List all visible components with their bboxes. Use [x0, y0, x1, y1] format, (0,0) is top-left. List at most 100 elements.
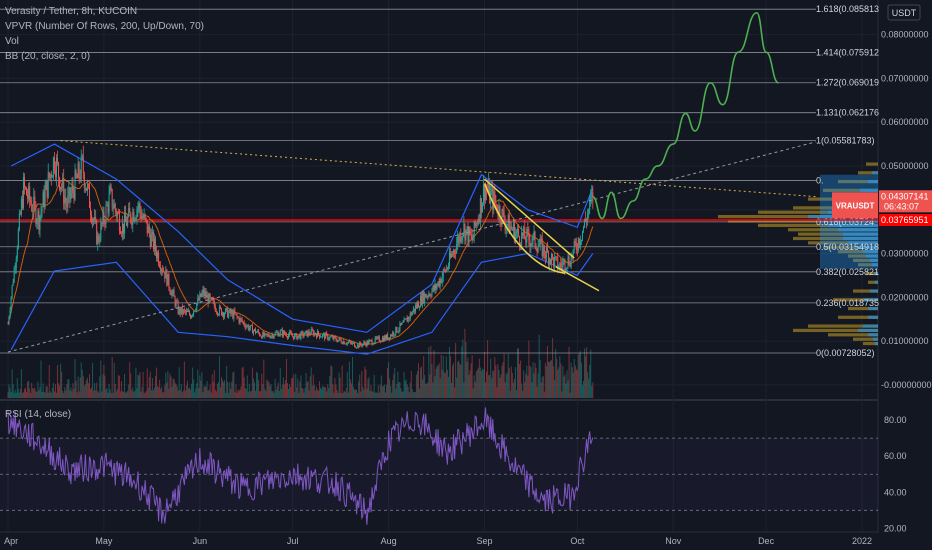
price-projection[interactable] [592, 11, 779, 220]
candle-body [182, 309, 184, 314]
candle-body [151, 231, 153, 235]
candle-body [496, 203, 498, 213]
candle-body [591, 192, 593, 197]
bollinger-upper [10, 143, 594, 333]
candle-body [376, 337, 378, 339]
candle-body [14, 268, 16, 269]
volume-bar [561, 391, 563, 398]
candle-body [216, 312, 218, 315]
volume-bar [356, 389, 358, 398]
vol-legend[interactable]: Vol [5, 36, 19, 47]
candle-body [451, 254, 453, 258]
candle-body [276, 332, 278, 334]
candle-body [436, 285, 438, 289]
volume-bar [459, 363, 461, 398]
candle-body [528, 231, 530, 240]
volume-bar [424, 374, 426, 398]
volume-bar [449, 356, 451, 398]
candle-body [318, 334, 320, 338]
candle-body [147, 226, 149, 234]
volume-bar [518, 348, 520, 398]
volume-bar [234, 392, 236, 398]
volume-bar [306, 381, 308, 398]
rsi-tick-label: 20.00 [884, 523, 907, 533]
candle-body [570, 255, 572, 267]
volume-bar [232, 372, 234, 398]
candle-body [448, 252, 450, 266]
volume-bar [278, 390, 280, 398]
volume-bar [435, 368, 437, 398]
candle-body [244, 325, 246, 328]
candle-body [324, 333, 326, 339]
volume-bar [481, 368, 483, 398]
volume-bar [353, 386, 355, 398]
volume-bar [395, 388, 397, 398]
volume-bar [410, 371, 412, 398]
volume-bar [94, 382, 96, 398]
candle-body [389, 337, 391, 340]
candle-body [256, 332, 258, 334]
volume-bar [146, 368, 148, 398]
candle-body [367, 341, 369, 345]
candle-body [359, 342, 361, 348]
candle-body [160, 266, 162, 271]
candle-body [139, 203, 141, 212]
volume-bar [273, 392, 275, 398]
volume-bar [371, 391, 373, 398]
volume-bar [482, 369, 484, 398]
volume-bar [77, 376, 79, 398]
time-axis[interactable]: Apr May Jun Jul Aug Sep Oct Nov Dec 2022 [0, 533, 932, 550]
candle-body [381, 337, 383, 342]
vpvr-row-up [874, 271, 878, 276]
candle-body [238, 317, 240, 323]
volume-bar [333, 392, 335, 398]
trend-line-dotted [60, 140, 816, 198]
vpvr-row-up [868, 306, 878, 311]
candle-body [92, 219, 94, 223]
candle-body [333, 336, 335, 340]
candle-body [74, 170, 76, 200]
bb-legend[interactable]: BB (20, close, 2, 0) [5, 51, 91, 62]
candle-body [16, 248, 18, 259]
vpvr-legend[interactable]: VPVR (Number Of Rows, 200, Up/Down, 70) [5, 21, 204, 32]
volume-bar [337, 392, 339, 398]
candle-body [164, 271, 166, 279]
candle-body [301, 331, 303, 333]
vpvr-row-down [866, 162, 878, 166]
vpvr-row-up [870, 289, 878, 293]
candle-body [386, 334, 388, 340]
fibonacci-levels[interactable]: 1.618(0.085813 1.414(0.075912 1.272(0.0690… [0, 4, 879, 358]
candle-body [269, 336, 271, 339]
volume-bar [125, 392, 127, 398]
candle-body [178, 307, 180, 314]
trend-lines[interactable] [7, 140, 816, 353]
candle-body [407, 316, 409, 322]
volume-bar [474, 381, 476, 398]
price-axis[interactable]: 0.08000000 0.07000000 0.06000000 0.05000000… [832, 0, 932, 550]
currency-badge[interactable] [887, 4, 921, 21]
candle-body [245, 326, 247, 328]
volume-bar [249, 391, 251, 398]
candle-body [242, 321, 244, 323]
volume-bar [370, 385, 372, 398]
candle-body [532, 234, 534, 243]
symbol-title[interactable]: Verasity / Tether, 8h, KUCOIN [5, 6, 138, 17]
volume-bar [573, 358, 575, 398]
volume-bar [426, 383, 428, 398]
fib-level-label: 0.5(0.03154918 [816, 242, 879, 252]
volume-bar [537, 373, 539, 398]
candle-body [297, 336, 299, 340]
candle-body [544, 254, 546, 259]
volume-bar [526, 365, 528, 398]
current-price: 0.04307141 [881, 191, 929, 201]
volume-bar [584, 348, 586, 398]
candle-body [97, 235, 99, 245]
volume-bar [502, 362, 504, 398]
volume-bar [100, 360, 102, 398]
candle-body [473, 221, 475, 238]
rsi-legend[interactable]: RSI (14, close) [5, 409, 72, 420]
candle-body [100, 223, 102, 241]
candle-body [338, 338, 340, 341]
candle-body [93, 219, 95, 221]
